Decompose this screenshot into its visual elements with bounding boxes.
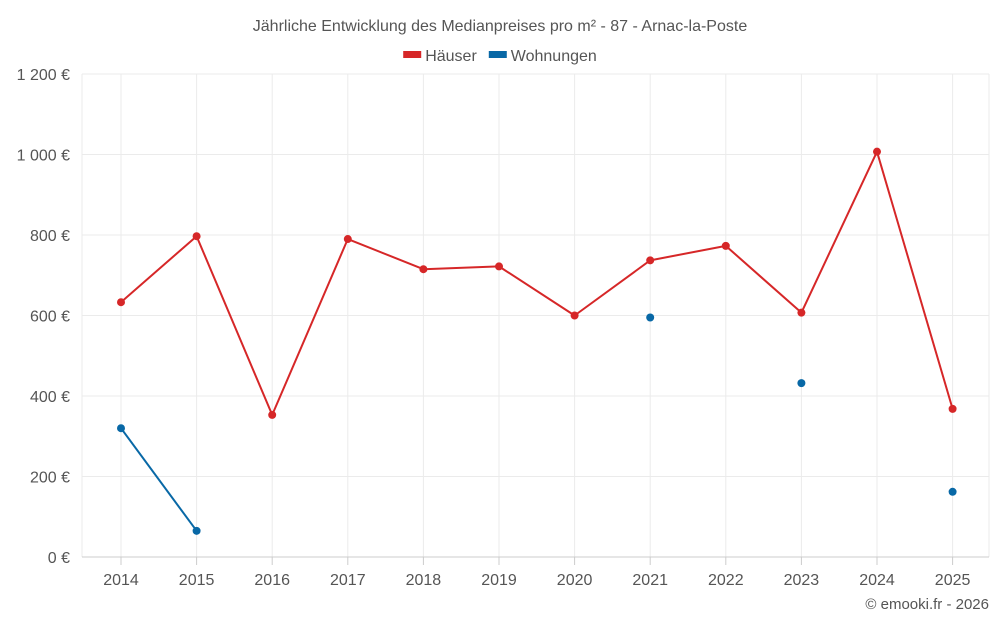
data-point-wohnungen bbox=[797, 379, 806, 388]
data-point-h-user bbox=[495, 262, 503, 271]
x-tick-label: 2015 bbox=[179, 572, 215, 589]
credit-text: © emooki.fr - 2026 bbox=[865, 596, 989, 613]
y-tick-label: 200 € bbox=[30, 470, 70, 487]
series bbox=[117, 147, 957, 535]
legend-item-h-user[interactable]: Häuser bbox=[403, 48, 477, 65]
x-tick-label: 2023 bbox=[784, 572, 820, 589]
legend-label-h-user: Häuser bbox=[425, 48, 477, 65]
x-tick-label: 2017 bbox=[330, 572, 366, 589]
x-tick-label: 2018 bbox=[406, 572, 442, 589]
x-tick-label: 2022 bbox=[708, 572, 744, 589]
y-tick-label: 800 € bbox=[30, 228, 70, 245]
data-point-h-user bbox=[570, 311, 579, 320]
data-point-h-user bbox=[873, 147, 881, 156]
series-line-h-user bbox=[120, 150, 954, 416]
x-tick-label: 2014 bbox=[103, 572, 139, 589]
y-tick-label: 600 € bbox=[30, 309, 70, 326]
data-point-h-user bbox=[192, 232, 201, 241]
legend-item-wohnungen[interactable]: Wohnungen bbox=[488, 48, 597, 65]
data-point-h-user bbox=[797, 308, 806, 317]
chart-title: Jährliche Entwicklung des Medianpreises … bbox=[253, 18, 748, 35]
data-point-wohnungen bbox=[192, 526, 201, 535]
series-wohnungen bbox=[117, 313, 957, 535]
series-line-wohnungen bbox=[120, 427, 198, 532]
x-tick-label: 2024 bbox=[859, 572, 895, 589]
legend-label-wohnungen: Wohnungen bbox=[511, 48, 597, 65]
x-tick-label: 2020 bbox=[557, 572, 593, 589]
grid bbox=[81, 73, 990, 557]
series-h-user bbox=[117, 147, 957, 419]
data-point-h-user bbox=[721, 241, 730, 250]
y-tick-label: 400 € bbox=[30, 389, 70, 406]
data-point-wohnungen bbox=[117, 424, 125, 433]
data-point-wohnungen bbox=[646, 313, 655, 322]
x-tick-label: 2021 bbox=[632, 572, 668, 589]
y-tick-label: 0 € bbox=[48, 550, 70, 567]
y-tick-label: 1 200 € bbox=[17, 67, 70, 84]
data-point-h-user bbox=[268, 410, 277, 419]
legend: Häuser Wohnungen bbox=[403, 48, 597, 65]
x-tick-label: 2019 bbox=[481, 572, 517, 589]
y-tick-label: 1 000 € bbox=[17, 148, 70, 165]
data-point-h-user bbox=[646, 256, 655, 265]
legend-swatch-h-user bbox=[403, 51, 422, 58]
data-point-h-user bbox=[343, 235, 352, 244]
legend-swatch-wohnungen bbox=[488, 51, 507, 58]
data-point-h-user bbox=[948, 404, 957, 413]
axes: 0 € 200 € 400 € 600 € 800 € 1 000 € 1 200 € 201… bbox=[17, 67, 989, 589]
data-point-h-user bbox=[117, 298, 125, 307]
x-tick-label: 2025 bbox=[935, 572, 971, 589]
data-point-h-user bbox=[419, 265, 428, 274]
data-point-wohnungen bbox=[948, 487, 957, 496]
x-tick-label: 2016 bbox=[254, 572, 290, 589]
